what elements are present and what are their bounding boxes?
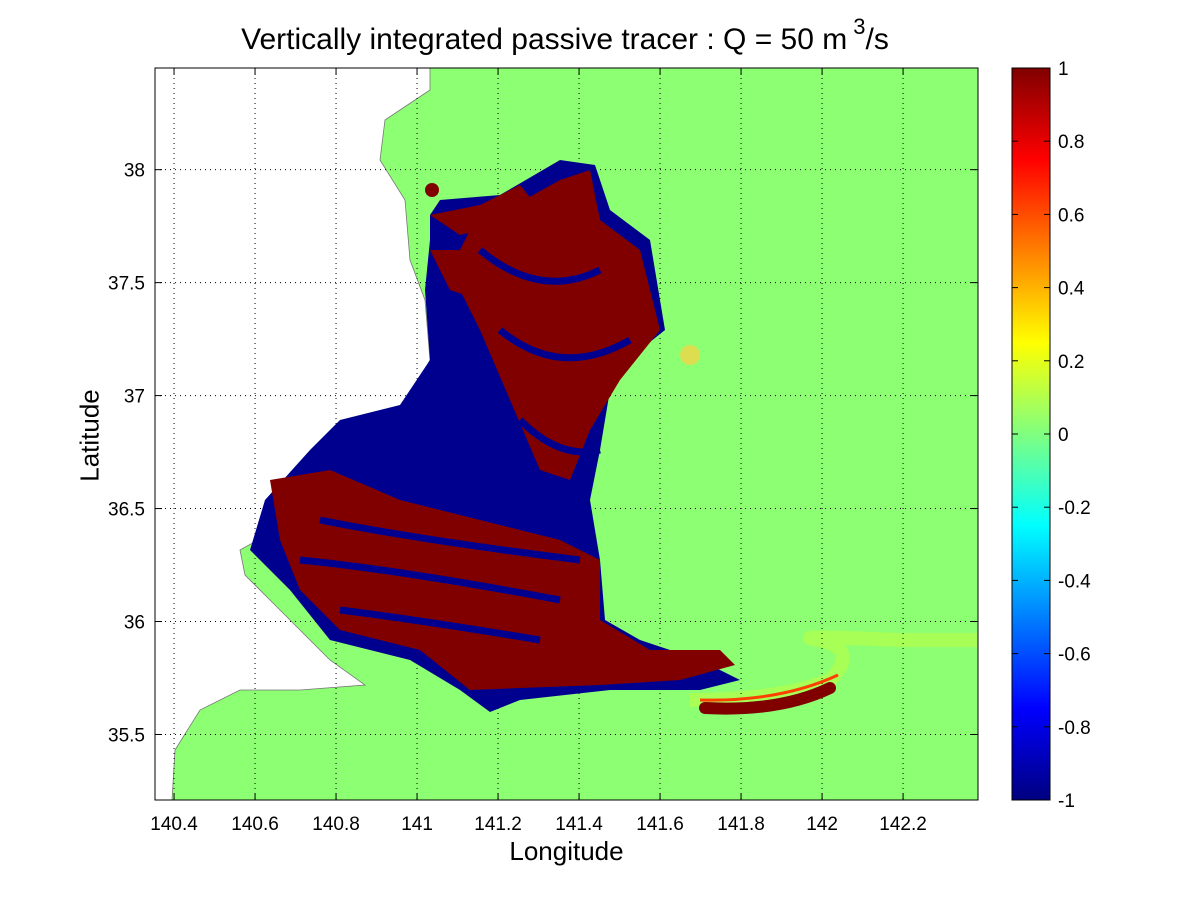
colorbar-tick-label: 0.2 bbox=[1058, 352, 1084, 373]
y-tick-label: 38 bbox=[124, 161, 145, 182]
positive-eddy-edge bbox=[699, 673, 839, 702]
x-tick-label: 141 bbox=[401, 814, 433, 835]
y-tick-label: 35.5 bbox=[108, 725, 145, 746]
colorbar-tick-label: -0.6 bbox=[1058, 645, 1091, 666]
positive-region-south bbox=[270, 470, 735, 690]
colorbar-tick-label: 0 bbox=[1058, 425, 1069, 446]
positive-plume bbox=[680, 345, 700, 365]
positive-streak-north bbox=[430, 185, 540, 235]
tracer-field bbox=[155, 68, 978, 800]
chart-title: Vertically integrated passive tracer : Q… bbox=[150, 14, 980, 57]
x-tick-label: 140.8 bbox=[312, 814, 360, 835]
x-tick-label: 142 bbox=[806, 814, 838, 835]
y-tick-label: 36 bbox=[124, 613, 145, 634]
y-tick-label: 37.5 bbox=[108, 274, 145, 295]
colorbar-tick-label: 1 bbox=[1058, 59, 1069, 80]
positive-region-central bbox=[450, 170, 660, 480]
colorbar-tick-label: -1 bbox=[1058, 791, 1075, 812]
x-tick-label: 141.4 bbox=[555, 814, 603, 835]
x-ticks: 140.4 140.6 140.8 141 141.2 141.4 141.6 141.8 14… bbox=[150, 68, 927, 835]
colorbar bbox=[1011, 67, 1051, 801]
x-tick-label: 140.6 bbox=[231, 814, 279, 835]
y-axis-label: Latitude bbox=[74, 389, 105, 482]
colorbar-tick-label: 0.6 bbox=[1058, 205, 1084, 226]
x-axis-label: Longitude bbox=[509, 836, 624, 866]
negative-streaks bbox=[299, 247, 632, 644]
plot-frame bbox=[154, 67, 979, 801]
title-superscript: 3 bbox=[853, 14, 866, 39]
title-tail: /s bbox=[865, 23, 889, 56]
y-tick-label: 36.5 bbox=[108, 500, 145, 521]
x-tick-label: 141.6 bbox=[636, 814, 684, 835]
colorbar-tick-label: 0.8 bbox=[1058, 132, 1084, 153]
colorbar-tick-label: -0.8 bbox=[1058, 718, 1091, 739]
y-tick-label: 37 bbox=[124, 387, 145, 408]
x-tick-label: 142.2 bbox=[879, 814, 927, 835]
positive-eddy bbox=[699, 682, 836, 715]
positive-spot bbox=[425, 183, 439, 197]
x-tick-label: 141.2 bbox=[474, 814, 522, 835]
colorbar-tick-label: -0.4 bbox=[1058, 571, 1091, 592]
colorbar-ticks: 1 0.8 0.6 0.4 0.2 0 -0.2 -0.4 -0.6 -0.8 -1 bbox=[1012, 59, 1091, 812]
y-ticks: 35.5 36 36.5 37 37.5 38 bbox=[108, 161, 978, 746]
colorbar-tick-label: 0.4 bbox=[1058, 279, 1085, 300]
title-main: Vertically integrated passive tracer : Q… bbox=[241, 23, 848, 56]
colorbar-tick-label: -0.2 bbox=[1058, 498, 1091, 519]
x-tick-label: 141.8 bbox=[717, 814, 765, 835]
positive-streak-west bbox=[430, 250, 500, 300]
x-tick-label: 140.4 bbox=[150, 814, 198, 835]
